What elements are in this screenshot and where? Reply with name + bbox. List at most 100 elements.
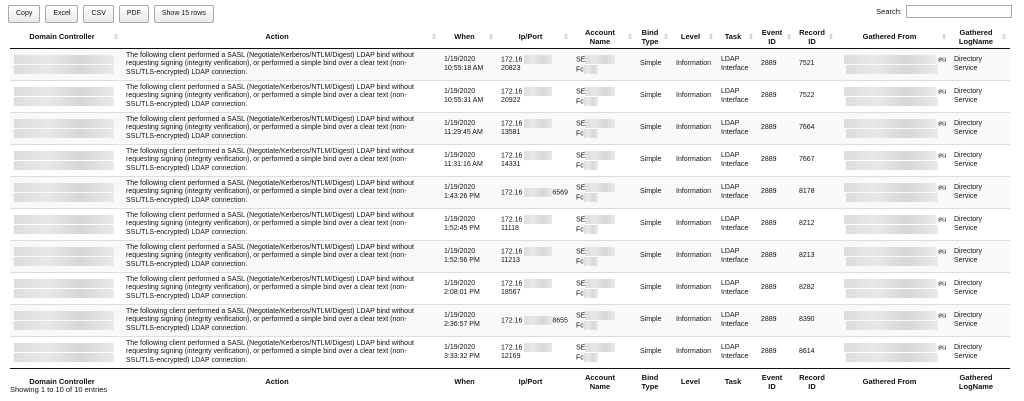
cell-domain-controller bbox=[10, 208, 122, 241]
account-part: SE bbox=[576, 56, 586, 63]
port: 14331 bbox=[501, 161, 521, 169]
port: 20922 bbox=[501, 97, 521, 105]
cell-when: 1/19/2020 11:29:45 AM bbox=[440, 112, 497, 145]
domain-suffix: eu bbox=[938, 312, 946, 319]
search-input[interactable] bbox=[906, 5, 1012, 18]
redacted-block bbox=[583, 256, 598, 266]
column-header-level[interactable]: Level bbox=[672, 25, 717, 49]
cell-record-id: 8614 bbox=[795, 336, 837, 369]
date: 1/19/2020 bbox=[444, 184, 476, 191]
cell-event-id: 2889 bbox=[757, 240, 795, 273]
port: 8655 bbox=[552, 316, 568, 324]
redacted-block bbox=[14, 54, 114, 64]
cell-logname: Directory Service bbox=[950, 48, 1010, 81]
redacted-block bbox=[844, 150, 937, 160]
table-row[interactable]: The following client performed a SASL (N… bbox=[10, 272, 1010, 305]
date: 1/19/2020 bbox=[444, 152, 476, 159]
table-row[interactable]: The following client performed a SASL (N… bbox=[10, 208, 1010, 241]
ip: 172.16 bbox=[501, 316, 523, 324]
cell-gathered-from: eu bbox=[837, 304, 950, 337]
redacted-block bbox=[585, 150, 616, 160]
cell-account-name: SE Fc bbox=[572, 48, 636, 81]
table-row[interactable]: The following client performed a SASL (N… bbox=[10, 48, 1010, 81]
ip: 172.16 bbox=[501, 344, 523, 352]
cell-action: The following client performed a SASL (N… bbox=[122, 48, 440, 81]
export-button-show-15-rows[interactable]: Show 15 rows bbox=[153, 5, 214, 23]
redacted-block bbox=[14, 128, 114, 138]
column-header-event-id[interactable]: Event ID bbox=[757, 25, 795, 49]
redacted-block bbox=[844, 118, 937, 128]
column-header-gathered-logname[interactable]: Gathered LogName bbox=[950, 25, 1010, 49]
redacted-block bbox=[583, 64, 598, 74]
redacted-block bbox=[14, 86, 114, 96]
account-part: SE bbox=[576, 344, 586, 351]
time: 3:33:32 PM bbox=[444, 352, 480, 360]
cell-level: Information bbox=[672, 272, 717, 305]
cell-logname: Directory Service bbox=[950, 80, 1010, 113]
cell-record-id: 8282 bbox=[795, 272, 837, 305]
cell-bind-type: Simple bbox=[636, 240, 672, 273]
column-header-task[interactable]: Task bbox=[717, 25, 757, 49]
ip: 172.16 bbox=[501, 216, 523, 224]
redacted-block bbox=[846, 64, 939, 74]
cell-domain-controller bbox=[10, 272, 122, 305]
column-header-ip-port[interactable]: Ip/Port bbox=[497, 25, 572, 49]
cell-level: Information bbox=[672, 144, 717, 177]
export-button-csv[interactable]: CSV bbox=[83, 5, 114, 23]
cell-logname: Directory Service bbox=[950, 336, 1010, 369]
column-footer-account-name: Account Name bbox=[572, 368, 636, 394]
table-row[interactable]: The following client performed a SASL (N… bbox=[10, 144, 1010, 177]
table-row[interactable]: The following client performed a SASL (N… bbox=[10, 80, 1010, 113]
domain-suffix: eu bbox=[938, 152, 946, 159]
account-part: Fc bbox=[576, 321, 584, 329]
table-row[interactable]: The following client performed a SASL (N… bbox=[10, 336, 1010, 369]
column-header-domain-controller[interactable]: Domain Controller bbox=[10, 25, 122, 49]
search-label: Search: bbox=[876, 7, 902, 16]
column-header-bind-type[interactable]: Bind Type bbox=[636, 25, 672, 49]
time: 2:36:57 PM bbox=[444, 320, 480, 328]
table-row[interactable]: The following client performed a SASL (N… bbox=[10, 112, 1010, 145]
redacted-block bbox=[524, 87, 553, 97]
column-footer-gathered-logname: Gathered LogName bbox=[950, 368, 1010, 394]
cell-action: The following client performed a SASL (N… bbox=[122, 80, 440, 113]
column-header-gathered-from[interactable]: Gathered From bbox=[837, 25, 950, 49]
ip: 172.16 bbox=[501, 280, 523, 288]
table-row[interactable]: The following client performed a SASL (N… bbox=[10, 176, 1010, 209]
column-footer-level: Level bbox=[672, 368, 717, 394]
redacted-block bbox=[14, 96, 114, 106]
table-row[interactable]: The following client performed a SASL (N… bbox=[10, 240, 1010, 273]
column-footer-record-id: Record ID bbox=[795, 368, 837, 394]
time: 2:08:01 PM bbox=[444, 288, 480, 296]
account-part: SE bbox=[576, 248, 586, 255]
export-button-pdf[interactable]: PDF bbox=[118, 5, 149, 23]
column-header-when[interactable]: When bbox=[440, 25, 497, 49]
cell-task: LDAP Interface bbox=[717, 240, 757, 273]
cell-account-name: SE Fc bbox=[572, 208, 636, 241]
account-part: SE bbox=[576, 120, 586, 127]
cell-domain-controller bbox=[10, 80, 122, 113]
redacted-block bbox=[846, 256, 939, 266]
cell-account-name: SE Fc bbox=[572, 336, 636, 369]
cell-ip-port: 172.16 20922 bbox=[497, 80, 572, 113]
table-row[interactable]: The following client performed a SASL (N… bbox=[10, 304, 1010, 337]
cell-gathered-from: eu bbox=[837, 336, 950, 369]
cell-gathered-from: eu bbox=[837, 80, 950, 113]
column-header-record-id[interactable]: Record ID bbox=[795, 25, 837, 49]
redacted-block bbox=[14, 342, 114, 352]
account-part: Fc bbox=[576, 65, 584, 73]
export-button-excel[interactable]: Excel bbox=[45, 5, 79, 23]
export-button-copy[interactable]: Copy bbox=[8, 5, 41, 23]
cell-bind-type: Simple bbox=[636, 208, 672, 241]
cell-record-id: 8213 bbox=[795, 240, 837, 273]
redacted-block bbox=[585, 278, 616, 288]
date: 1/19/2020 bbox=[444, 120, 476, 127]
column-header-action[interactable]: Action bbox=[122, 25, 440, 49]
cell-task: LDAP Interface bbox=[717, 272, 757, 305]
cell-event-id: 2889 bbox=[757, 48, 795, 81]
column-header-account-name[interactable]: Account Name bbox=[572, 25, 636, 49]
redacted-block bbox=[583, 96, 598, 106]
cell-gathered-from: eu bbox=[837, 208, 950, 241]
column-footer-domain-controller: Domain Controller bbox=[10, 368, 122, 394]
cell-ip-port: 172.16 11213 bbox=[497, 240, 572, 273]
cell-account-name: SE Fc bbox=[572, 304, 636, 337]
